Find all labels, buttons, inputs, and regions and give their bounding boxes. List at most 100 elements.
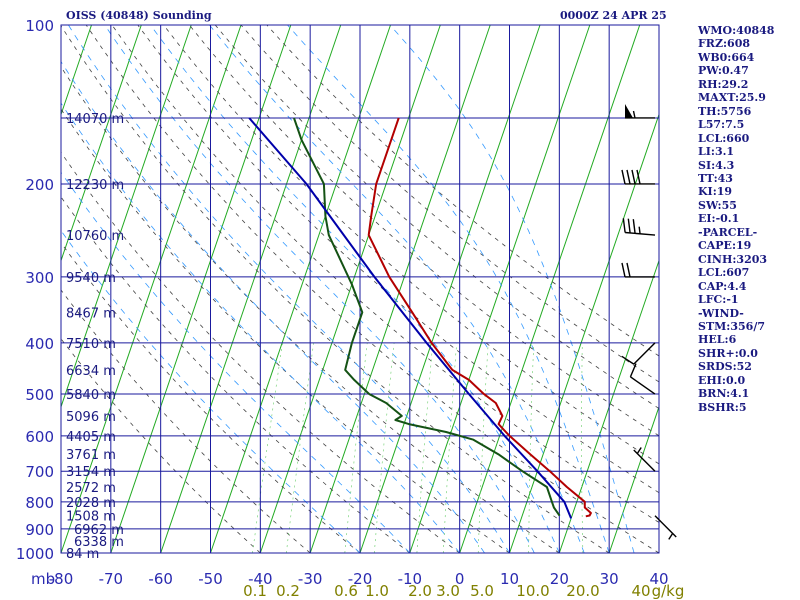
moist-adiabat-line xyxy=(104,24,535,554)
moist-adiabat-line xyxy=(150,24,560,554)
height-label: 3154 m xyxy=(66,465,116,480)
dry-adiabat-line xyxy=(266,24,660,357)
index-line: WMO:40848 xyxy=(698,24,775,37)
temperature-tick-label: 40 xyxy=(649,570,668,588)
pressure-tick-label: 600 xyxy=(25,428,54,446)
wind-barb xyxy=(629,363,656,395)
dry-adiabat-line xyxy=(137,24,660,494)
isotherm-line xyxy=(210,24,391,554)
isotherm-line xyxy=(459,24,641,554)
dry-adiabat-line xyxy=(240,24,660,383)
dry-adiabat-line xyxy=(214,24,660,409)
mixing-ratio-line xyxy=(528,342,534,553)
temperature-profile-line xyxy=(367,117,592,518)
mixing-ratio-label: 0.1 xyxy=(243,582,267,600)
mixing-ratio-label: 1.0 xyxy=(365,582,389,600)
wind-barb xyxy=(621,262,655,278)
temperature-tick-label: 30 xyxy=(600,570,619,588)
isotherm-line xyxy=(60,24,92,115)
wind-barb xyxy=(633,447,656,472)
moist-adiabat-line xyxy=(60,61,485,554)
wind-barb xyxy=(654,515,677,540)
index-line: LCL:607 xyxy=(698,266,750,280)
index-line: -WIND- xyxy=(698,306,744,320)
pressure-tick-label: 100 xyxy=(25,17,54,35)
index-line: HEL:6 xyxy=(698,333,737,347)
pressure-tick-label: 400 xyxy=(25,335,54,353)
mixing-ratio-line xyxy=(286,342,314,554)
height-label: 12230 m xyxy=(66,178,124,193)
index-line: KI:19 xyxy=(698,185,733,199)
index-line: TT:43 xyxy=(698,171,733,185)
index-line: PW:0.47 xyxy=(698,64,749,78)
pressure-tick-label: 900 xyxy=(25,521,54,539)
mixing-ratio-line xyxy=(252,342,283,554)
sounding-indices-panel: WMO:40848 FRZ:608 WB0:664 PW:0.47 RH:29.2 MAX… xyxy=(698,24,774,414)
temperature-tick-label: 20 xyxy=(550,570,569,588)
mixing-ratio-lines xyxy=(252,342,584,554)
temperature-tick-label: -30 xyxy=(298,570,323,588)
index-line: SHR+:0.0 xyxy=(698,346,758,360)
height-label: 6962 m xyxy=(74,523,124,538)
mixing-ratio-label: g/kg xyxy=(652,582,685,600)
pressure-unit-label: mb xyxy=(31,570,55,588)
index-line: STM:356/7 xyxy=(698,319,765,333)
index-line: MAXT:25.9 xyxy=(698,91,766,105)
height-label: 14070 m xyxy=(66,112,124,127)
height-label: 2572 m xyxy=(66,481,116,496)
height-label: 1508 m xyxy=(66,510,116,525)
isotherm-line xyxy=(309,24,491,554)
height-label: 5096 m xyxy=(66,410,116,425)
mixing-ratio-label: 20.0 xyxy=(566,582,599,600)
dry-adiabat-lines xyxy=(60,24,660,554)
height-label: 6338 m xyxy=(74,535,124,550)
wind-barb xyxy=(622,218,656,236)
plot-frame xyxy=(60,24,660,554)
index-line: CAP:4.4 xyxy=(698,279,747,293)
index-line: FRZ:608 xyxy=(698,37,751,51)
moist-adiabat-line xyxy=(287,24,610,554)
temperature-tick-label: -10 xyxy=(398,570,423,588)
temperature-tick-label: -20 xyxy=(348,570,373,588)
isotherm-line xyxy=(110,24,292,554)
dry-adiabat-line xyxy=(60,108,510,554)
isotherm-line xyxy=(259,24,441,554)
moist-adiabat-line xyxy=(389,24,635,554)
height-label: 6634 m xyxy=(66,364,116,379)
temperature-tick-label: -70 xyxy=(99,570,124,588)
index-line: BSHR:5 xyxy=(698,400,747,414)
height-label: 7510 m xyxy=(66,337,116,352)
pressure-tick-label: 800 xyxy=(25,494,54,512)
temperature-tick-label: -50 xyxy=(198,570,223,588)
index-line: -PARCEL- xyxy=(698,225,758,239)
chart-datetime: 0000Z 24 APR 25 xyxy=(560,9,667,22)
height-label: 8467 m xyxy=(66,306,116,321)
height-label: 84 m xyxy=(66,547,99,562)
pressure-tick-label: 1000 xyxy=(16,545,54,563)
profile-series xyxy=(248,117,592,519)
index-line: RH:29.2 xyxy=(698,77,749,91)
index-line: SI:4.3 xyxy=(698,158,735,172)
moist-adiabat-line xyxy=(68,24,510,554)
isotherm-line xyxy=(608,406,660,554)
moist-adiabat-line xyxy=(60,102,461,554)
height-labels: 14070 m 12230 m 10760 m 9540 m 8467 m 7510 m 6… xyxy=(66,112,124,562)
parcel-profile-line xyxy=(248,117,573,519)
index-line: CINH:3203 xyxy=(698,252,768,266)
mixing-ratio-label: 2.0 xyxy=(408,582,432,600)
index-line: SRDS:52 xyxy=(698,360,752,374)
pressure-tick-label: 200 xyxy=(25,176,54,194)
index-line: EHI:0.0 xyxy=(698,373,746,387)
dry-adiabat-line xyxy=(111,24,660,523)
height-label: 4405 m xyxy=(66,430,116,445)
dry-adiabat-line xyxy=(60,25,610,554)
index-line: WB0:664 xyxy=(698,50,755,64)
dewpoint-profile-line xyxy=(293,117,561,517)
pressure-tick-label: 700 xyxy=(25,463,54,481)
temperature-tick-label: 0 xyxy=(455,570,465,588)
dry-adiabat-line xyxy=(60,66,560,554)
mixing-ratio-line xyxy=(374,342,395,554)
index-line: SW:55 xyxy=(698,198,737,212)
